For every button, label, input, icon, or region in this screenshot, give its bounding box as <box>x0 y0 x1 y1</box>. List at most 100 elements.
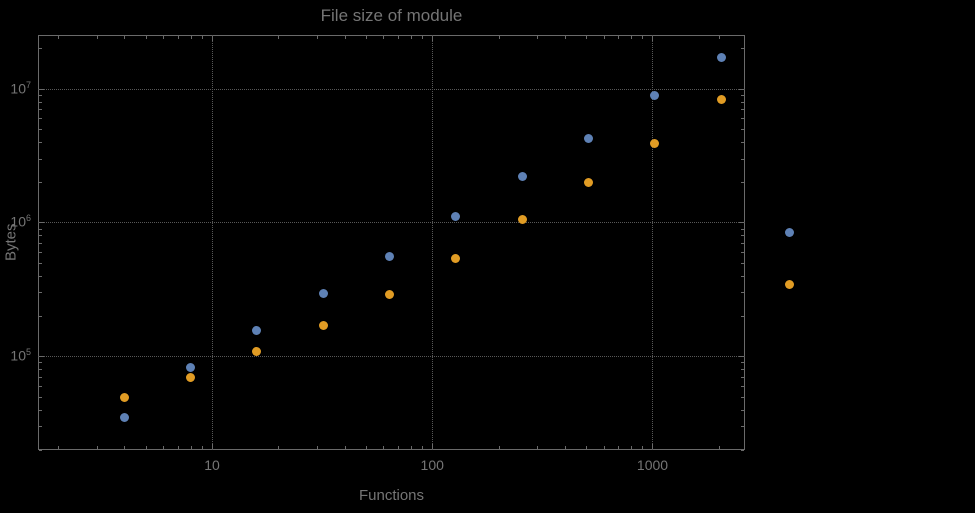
x-tick-mark <box>642 446 644 449</box>
y-tick-mark <box>39 396 42 398</box>
data-point <box>451 253 461 263</box>
x-tick-mark <box>145 446 147 449</box>
y-tick-mark <box>741 118 744 120</box>
x-tick-mark <box>603 36 605 39</box>
y-tick-mark <box>741 426 744 428</box>
x-tick-mark <box>603 446 605 449</box>
y-tick-label: 105 <box>10 347 31 364</box>
x-tick-mark <box>317 36 319 39</box>
y-tick-mark <box>39 109 42 111</box>
x-tick-mark <box>278 446 280 449</box>
x-tick-mark <box>124 446 126 449</box>
x-tick-mark <box>177 446 179 449</box>
y-tick-mark <box>39 128 42 130</box>
x-tick-mark <box>96 446 98 449</box>
x-tick-mark <box>383 36 385 39</box>
y-tick-mark <box>39 141 42 143</box>
legend-marker <box>784 279 794 289</box>
x-gridline <box>652 35 654 450</box>
x-tick-mark <box>317 446 319 449</box>
y-tick-mark <box>39 118 42 120</box>
data-point <box>318 288 328 298</box>
x-tick-mark <box>432 36 434 41</box>
y-tick-mark <box>741 228 744 230</box>
data-point <box>583 177 593 187</box>
x-tick-label: 1000 <box>636 457 669 473</box>
x-tick-mark <box>642 36 644 39</box>
data-point <box>385 251 395 261</box>
y-tick-mark <box>39 48 42 50</box>
x-gridline <box>432 35 434 450</box>
data-point <box>716 94 726 104</box>
y-gridline <box>38 356 745 358</box>
y-tick-label: 107 <box>10 79 31 97</box>
data-point <box>716 53 726 63</box>
y-tick-mark <box>741 101 744 103</box>
data-point <box>252 347 262 357</box>
y-tick-mark <box>741 109 744 111</box>
y-tick-mark <box>39 409 42 411</box>
x-tick-mark <box>618 446 620 449</box>
x-tick-mark <box>201 36 203 39</box>
y-tick-mark <box>39 356 44 358</box>
y-tick-mark <box>39 362 42 364</box>
y-tick-mark <box>39 88 44 90</box>
y-axis-label: Bytes <box>2 223 20 262</box>
y-tick-mark <box>39 292 42 294</box>
y-tick-mark <box>741 252 744 254</box>
y-tick-mark <box>741 262 744 264</box>
data-point <box>517 172 527 182</box>
y-tick-mark <box>39 228 42 230</box>
x-tick-mark <box>58 446 60 449</box>
y-tick-mark <box>741 449 744 451</box>
y-tick-mark <box>39 222 44 224</box>
x-tick-mark <box>718 446 720 449</box>
chart-title: File size of module <box>320 6 463 25</box>
data-point <box>650 138 660 148</box>
x-tick-mark <box>211 36 213 41</box>
data-point <box>385 289 395 299</box>
y-tick-mark <box>741 369 744 371</box>
x-axis-label: Functions <box>358 487 425 504</box>
data-point <box>451 212 461 222</box>
x-tick-mark <box>278 36 280 39</box>
y-tick-label: 106 <box>10 213 31 231</box>
x-gridline <box>211 35 213 450</box>
y-tick-mark <box>741 235 744 237</box>
x-tick-label: 10 <box>204 457 220 473</box>
x-tick-mark <box>344 36 346 39</box>
y-tick-mark <box>39 243 42 245</box>
x-tick-mark <box>383 446 385 449</box>
x-tick-mark <box>365 446 367 449</box>
y-tick-mark <box>39 101 42 103</box>
x-tick-mark <box>410 446 412 449</box>
x-tick-mark <box>398 36 400 39</box>
x-tick-label: 100 <box>420 457 444 473</box>
x-tick-mark <box>201 446 203 449</box>
x-tick-mark <box>422 36 424 39</box>
x-tick-mark <box>564 36 566 39</box>
y-tick-mark <box>741 243 744 245</box>
x-tick-mark <box>177 36 179 39</box>
x-tick-mark <box>564 446 566 449</box>
x-tick-mark <box>410 36 412 39</box>
data-point <box>583 134 593 144</box>
y-tick-mark <box>39 377 42 379</box>
y-gridline <box>38 222 745 224</box>
plot-frame <box>38 35 745 450</box>
x-tick-mark <box>586 446 588 449</box>
x-tick-mark <box>344 446 346 449</box>
x-tick-mark <box>432 444 434 449</box>
x-tick-mark <box>190 36 192 39</box>
y-tick-mark <box>741 141 744 143</box>
y-tick-mark <box>741 48 744 50</box>
y-tick-mark <box>739 88 744 90</box>
y-tick-mark <box>39 275 42 277</box>
y-tick-mark <box>39 385 42 387</box>
y-tick-mark <box>39 182 42 184</box>
x-tick-mark <box>631 446 633 449</box>
data-point <box>186 362 196 372</box>
x-tick-mark <box>537 446 539 449</box>
y-tick-mark <box>739 222 744 224</box>
